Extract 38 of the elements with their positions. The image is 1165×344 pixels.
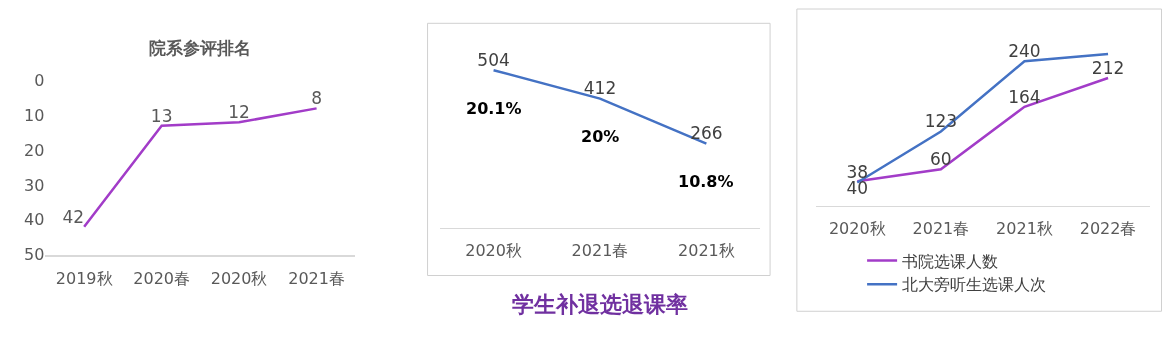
x-tick-label: 2020秋 <box>465 241 522 261</box>
legend-label: 北大旁听生选课人次 <box>902 275 1047 295</box>
x-tick-label: 2019秋 <box>55 268 113 288</box>
data-label: 60 <box>930 149 952 170</box>
data-label: 212 <box>1091 57 1125 78</box>
data-label: 412 <box>583 78 617 99</box>
x-tick-label: 2021秋 <box>678 241 735 261</box>
data-label: 240 <box>1008 40 1041 61</box>
x-tick-label: 2021春 <box>571 241 629 261</box>
text: 10.8% <box>678 172 734 191</box>
x-tick-label: 2020春 <box>133 268 190 288</box>
y-tick-label: 20 <box>24 140 45 160</box>
y-tick-label: 40 <box>24 210 45 230</box>
legend-label: 书院选课人数 <box>902 251 999 271</box>
data-label: 504 <box>477 49 510 70</box>
x-tick-label: 2021秋 <box>996 218 1053 238</box>
annotation: 20% <box>581 127 620 146</box>
y-tick-label: 50 <box>24 245 45 265</box>
x-tick-label: 2022春 <box>1079 218 1137 238</box>
annotation: 20.1% <box>466 99 522 118</box>
data-label: 266 <box>690 123 723 144</box>
data-label: 42 <box>62 206 85 227</box>
x-tick-label: 2021春 <box>912 218 970 238</box>
chart-title: 院系参评排名 <box>149 38 251 58</box>
text: 学生补退选退课率 <box>512 292 688 317</box>
x-tick-label: 2020秋 <box>210 268 268 288</box>
x-tick-label: 2020秋 <box>828 218 886 238</box>
y-tick-label: 30 <box>24 175 45 195</box>
data-label: 13 <box>150 105 173 126</box>
data-label: 40 <box>846 178 869 199</box>
y-tick-label: 10 <box>24 105 45 125</box>
data-label: 123 <box>924 111 958 132</box>
y-tick-label: 0 <box>34 71 45 91</box>
data-label: 164 <box>1008 86 1041 107</box>
data-label: 12 <box>228 102 250 123</box>
x-tick-label: 2021春 <box>288 268 345 288</box>
line-series <box>82 107 318 229</box>
data-label: 8 <box>311 88 322 109</box>
